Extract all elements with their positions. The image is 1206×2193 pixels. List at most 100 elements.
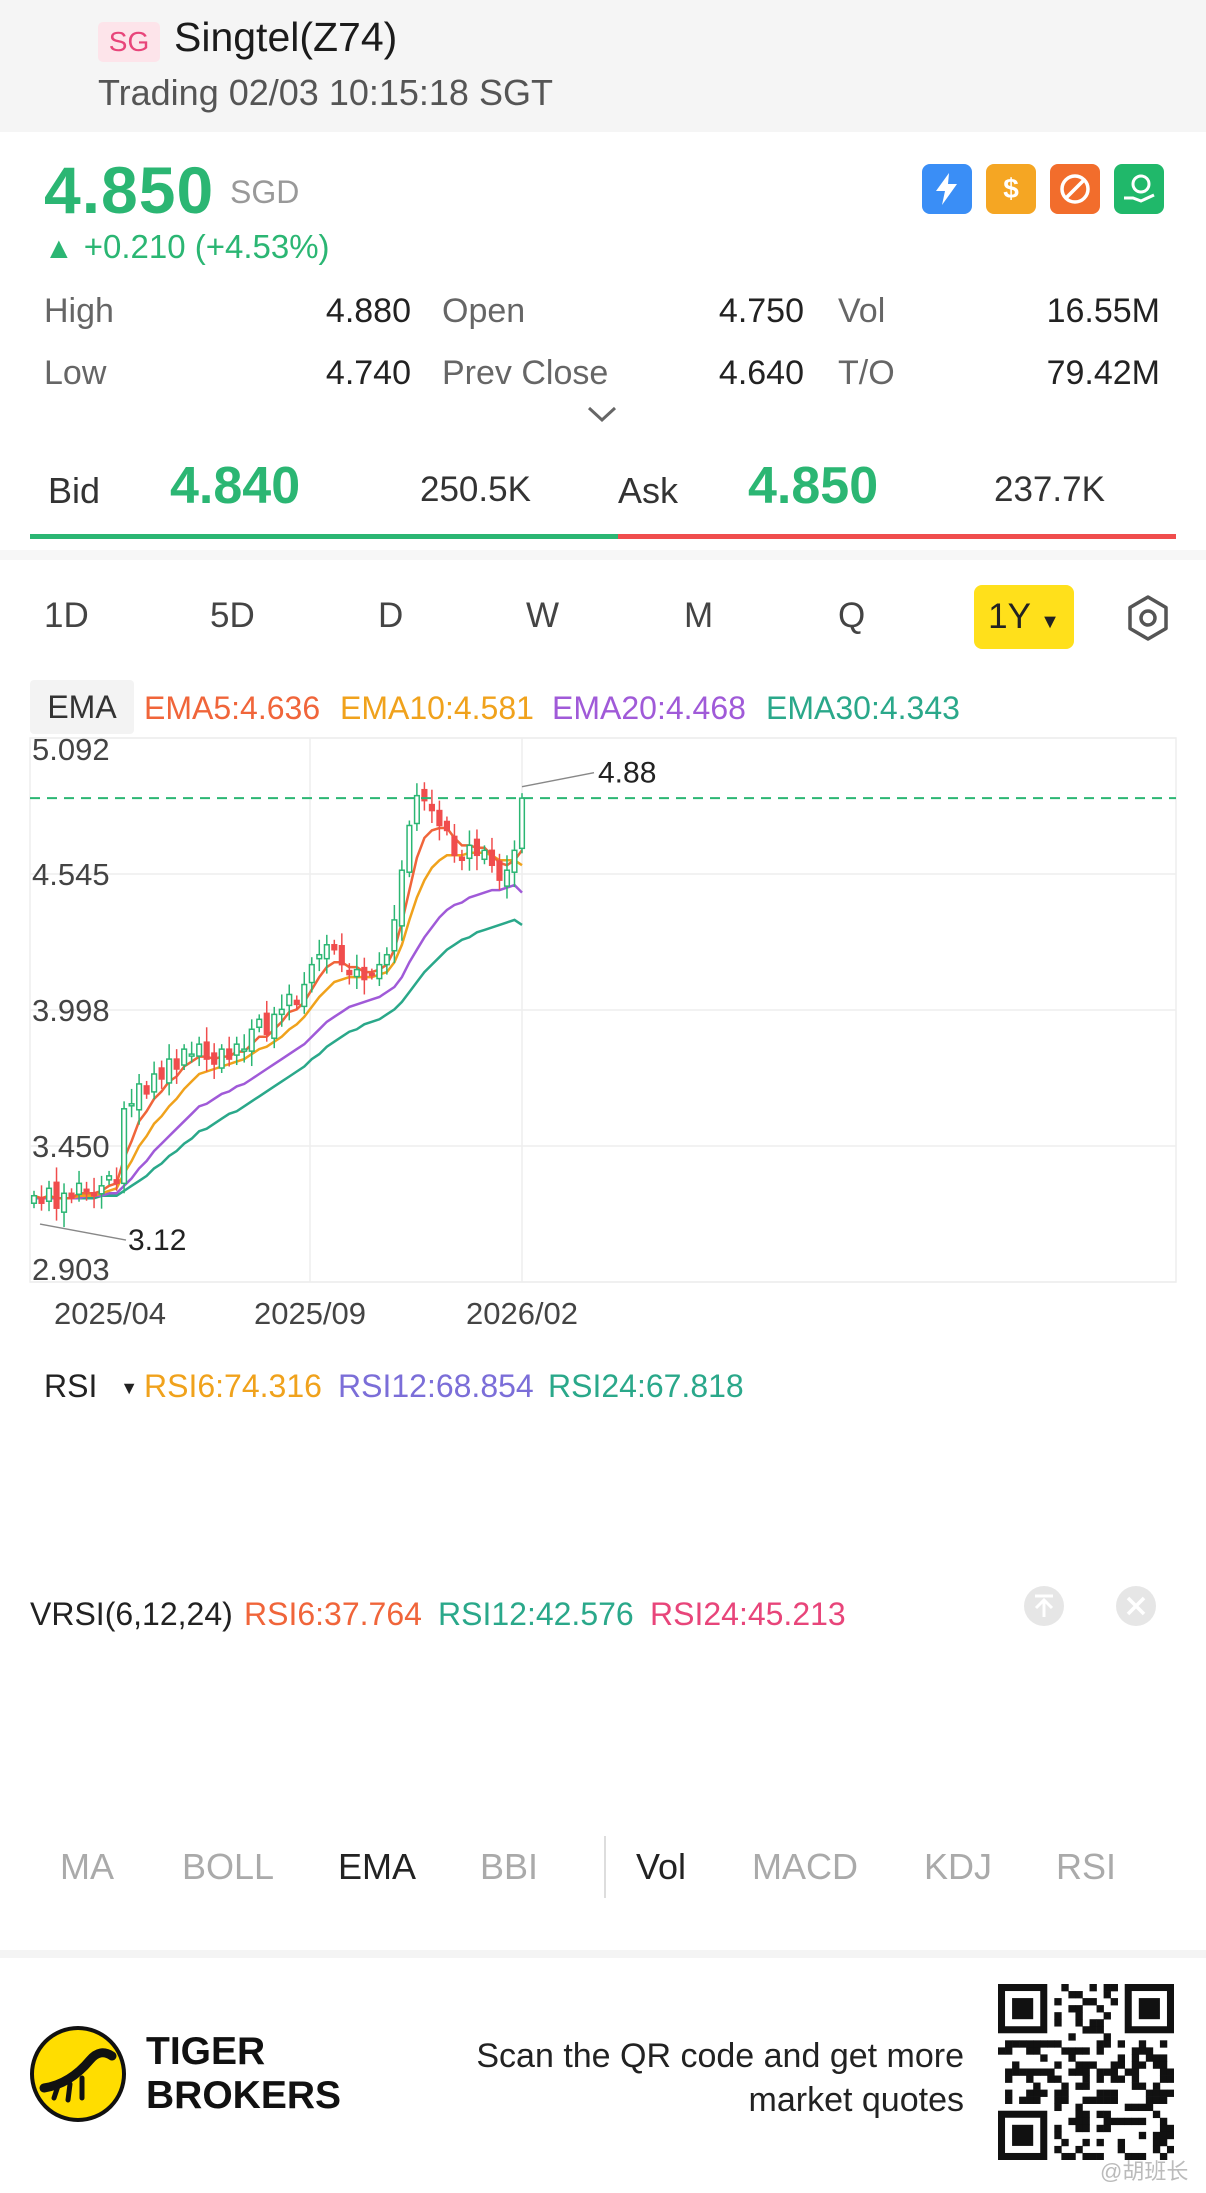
candle	[473, 829, 481, 871]
feature-icons: $	[922, 164, 1164, 214]
rsi12-value: RSI12:68.854	[338, 1368, 534, 1404]
candle	[481, 845, 488, 865]
stat-vol: Vol 16.55M	[838, 292, 1160, 331]
stat-low: Low 4.740	[44, 354, 411, 393]
settings-icon[interactable]	[1124, 594, 1172, 642]
candle	[158, 1060, 165, 1089]
last-price: 4.850	[44, 153, 215, 227]
candle	[90, 1177, 98, 1209]
tab-kdj[interactable]: KDJ	[924, 1846, 993, 1887]
candle	[151, 1061, 158, 1100]
tab-weekly[interactable]: W	[526, 596, 560, 635]
candle	[428, 789, 435, 823]
period-selector: 1D 5D D W M Q 1Y ▼	[30, 582, 1190, 652]
close-icon[interactable]	[1114, 1584, 1158, 1628]
pin-top-icon[interactable]	[1022, 1584, 1066, 1628]
indicator-tabs: MA BOLL EMA BBI Vol MACD KDJ RSI	[0, 1832, 1206, 1902]
tab-monthly[interactable]: M	[684, 596, 714, 635]
x-axis: 2025/04 2025/09 2026/02	[54, 1296, 578, 1330]
candle	[83, 1181, 90, 1201]
tab-vol[interactable]: Vol	[636, 1846, 687, 1887]
x-tick-label: 2025/09	[254, 1296, 366, 1330]
price-change-value: +0.210 (+4.53%)	[83, 228, 330, 265]
no-short-icon[interactable]	[1050, 164, 1100, 214]
candle	[203, 1027, 210, 1072]
candle	[181, 1044, 188, 1071]
candle	[353, 954, 360, 990]
candle	[188, 1041, 195, 1063]
ema20-line	[34, 883, 523, 1200]
tab-rsi[interactable]: RSI	[1056, 1846, 1117, 1887]
candle	[368, 968, 375, 980]
scan-line-1: Scan the QR code and get more	[476, 2037, 964, 2075]
x-tick-label: 2025/04	[54, 1296, 166, 1330]
lightning-icon[interactable]	[922, 164, 972, 214]
candle	[75, 1170, 83, 1202]
max-price-leader	[521, 771, 595, 788]
candle	[30, 1190, 38, 1209]
ask-volume-bar	[618, 534, 1176, 539]
up-arrow-icon: ▲	[44, 232, 74, 265]
max-price-label: 4.88	[598, 757, 656, 790]
tab-ema[interactable]: EMA	[338, 1846, 417, 1887]
ask-size: 237.7K	[994, 470, 1105, 509]
trading-status: Trading 02/03 10:15:18 SGT	[98, 72, 553, 113]
stat-prev-close: Prev Close 4.640	[442, 354, 804, 393]
section-divider	[0, 550, 1206, 560]
tab-1d[interactable]: 1D	[44, 596, 89, 635]
candles	[30, 782, 526, 1228]
tab-1y-label: 1Y	[988, 597, 1031, 636]
stat-high-label: High	[44, 292, 114, 330]
stock-name[interactable]: Singtel(Z74)	[174, 14, 398, 60]
candle	[503, 855, 511, 899]
candle	[256, 1014, 263, 1033]
candle	[293, 995, 300, 1010]
stat-prev-close-value: 4.640	[718, 354, 804, 392]
candle	[233, 1036, 240, 1066]
stat-high: High 4.880	[44, 292, 411, 331]
vrsi12-value: RSI12:42.576	[438, 1596, 634, 1632]
candle	[45, 1180, 53, 1212]
tab-1y[interactable]: 1Y ▼	[974, 585, 1074, 649]
ema30-line	[34, 918, 523, 1200]
candle	[105, 1170, 113, 1185]
tab-daily[interactable]: D	[378, 596, 404, 635]
rsi-legend[interactable]: RSI ▼	[44, 1368, 138, 1405]
candle	[226, 1036, 233, 1067]
vrsi-label[interactable]: VRSI(6,12,24)	[30, 1596, 233, 1632]
bid-label: Bid	[48, 470, 101, 511]
ema30-value: EMA30:4.343	[766, 690, 960, 726]
ema20-value: EMA20:4.468	[552, 690, 746, 726]
qr-code	[998, 1984, 1174, 2160]
price-chart[interactable]: 5.092 4.545 3.998 3.450 2.903 2025/04 2025/09…	[0, 0, 1206, 1330]
tab-ma[interactable]: MA	[60, 1846, 114, 1887]
tab-boll[interactable]: BOLL	[182, 1846, 275, 1887]
y-tick-label: 3.998	[32, 993, 110, 1028]
candle	[196, 1036, 203, 1067]
tab-quarterly[interactable]: Q	[838, 596, 866, 635]
footer-divider	[0, 1950, 1206, 1958]
candle	[278, 994, 285, 1027]
dollar-icon[interactable]: $	[986, 164, 1036, 214]
x-tick-label: 2026/02	[466, 1296, 578, 1330]
candle	[398, 860, 405, 941]
ema-indicator-tag[interactable]: EMA	[30, 680, 134, 734]
watermark: @胡班长	[1100, 2159, 1189, 2184]
tab-bbi[interactable]: BBI	[480, 1846, 539, 1887]
candle	[241, 1034, 248, 1063]
chevron-down-icon[interactable]	[585, 402, 619, 426]
stat-prev-close-label: Prev Close	[442, 354, 609, 392]
candle	[466, 830, 473, 871]
caret-down-icon: ▼	[120, 1378, 139, 1399]
cash-hand-icon[interactable]	[1114, 164, 1164, 214]
candle	[60, 1183, 68, 1228]
y-tick-label: 4.545	[32, 857, 110, 892]
tab-5d[interactable]: 5D	[210, 596, 255, 635]
candle	[331, 939, 338, 955]
y-tick-label: 5.092	[32, 732, 110, 767]
candle	[218, 1044, 225, 1073]
tab-macd[interactable]: MACD	[752, 1846, 858, 1887]
min-price-leader	[39, 1223, 127, 1241]
ema10-value: EMA10:4.581	[340, 690, 534, 726]
candle	[308, 957, 315, 993]
